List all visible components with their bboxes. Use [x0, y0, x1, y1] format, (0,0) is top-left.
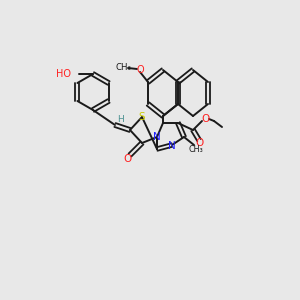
Text: CH₃: CH₃	[189, 145, 203, 154]
Text: H: H	[117, 115, 123, 124]
Text: HO: HO	[56, 69, 71, 79]
Text: N: N	[153, 132, 161, 142]
Text: CH₃: CH₃	[115, 62, 131, 71]
Text: O: O	[136, 65, 144, 75]
Text: O: O	[202, 114, 210, 124]
Text: N: N	[168, 141, 176, 151]
Text: S: S	[139, 112, 145, 122]
Text: O: O	[196, 138, 204, 148]
Text: O: O	[124, 154, 132, 164]
